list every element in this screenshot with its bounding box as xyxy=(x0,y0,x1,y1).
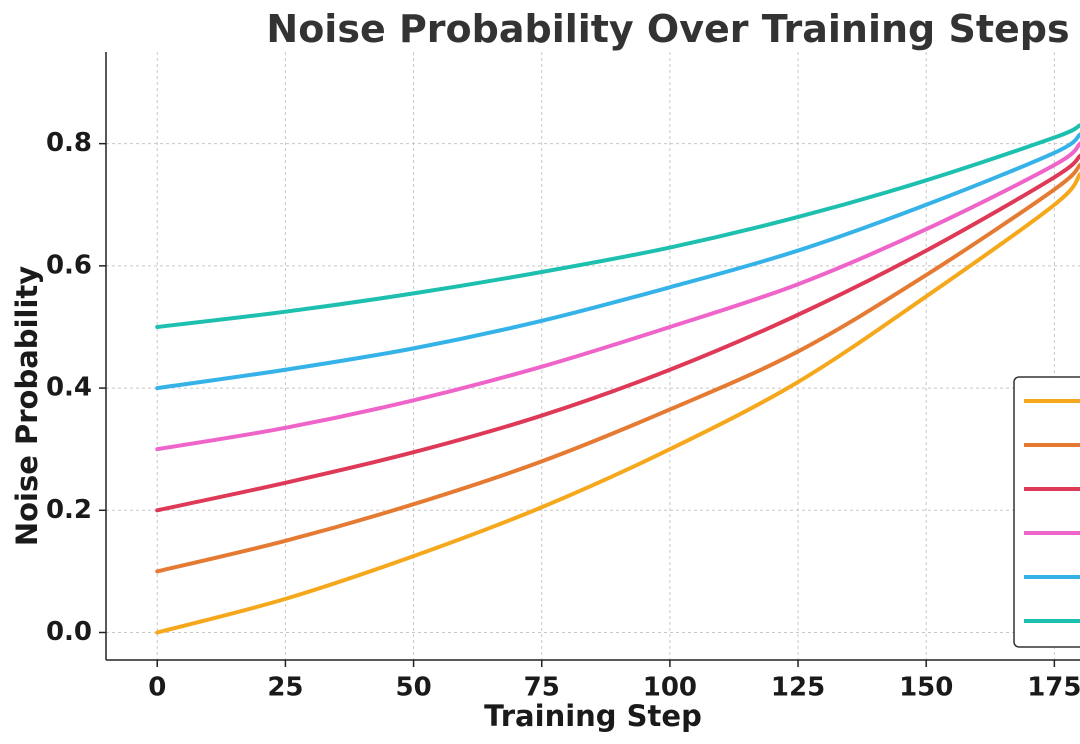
legend xyxy=(1013,376,1080,648)
series-line-3 xyxy=(155,153,1080,513)
y-tick-label: 0.0 xyxy=(46,617,92,647)
series-line-1 xyxy=(155,172,1080,635)
series-line-2 xyxy=(155,163,1080,574)
x-tick-label: 125 xyxy=(771,673,825,703)
x-tick-label: 25 xyxy=(267,673,303,703)
y-axis-label: Noise Probability xyxy=(10,266,44,546)
chart-title: Noise Probability Over Training Steps xyxy=(266,7,1069,51)
x-tick-label: 0 xyxy=(148,673,166,703)
x-tick-label: 100 xyxy=(643,673,697,703)
series-line-5 xyxy=(155,132,1080,391)
series-line-4 xyxy=(155,141,1080,452)
series-line-6 xyxy=(155,123,1080,329)
series-lines xyxy=(155,123,1080,635)
y-tick-label: 0.2 xyxy=(46,495,92,525)
x-tick-label: 75 xyxy=(524,673,560,703)
x-tick-label: 175 xyxy=(1027,673,1080,703)
y-tick-label: 0.6 xyxy=(46,250,92,280)
grid xyxy=(106,52,1080,660)
x-tick-label: 50 xyxy=(395,673,431,703)
x-tick-label: 150 xyxy=(899,673,953,703)
ticks: 0 25 50 75 100 125 150 175 0.0 0.2 0.4 0.6 0.8 xyxy=(46,128,1080,702)
axes xyxy=(105,52,1080,661)
x-axis-label: Training Step xyxy=(484,699,702,733)
y-tick-label: 0.4 xyxy=(46,373,92,403)
y-tick-label: 0.8 xyxy=(46,128,92,158)
legend-box xyxy=(1013,376,1080,648)
